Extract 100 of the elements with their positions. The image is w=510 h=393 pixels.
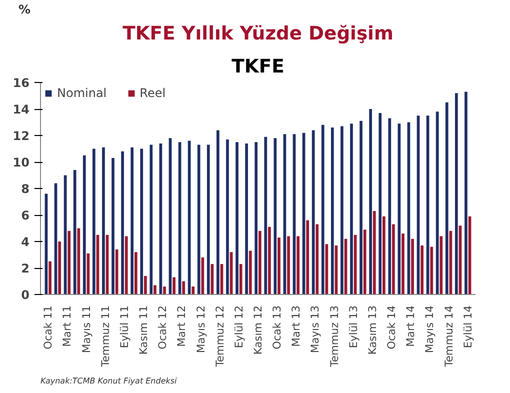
y-tick-label: 0 [21, 288, 30, 302]
bar [411, 238, 414, 294]
x-tick-label: Temmuz 11 [98, 305, 112, 368]
x-tick-label: Mayıs 14 [423, 305, 436, 353]
bar [369, 109, 372, 294]
bar [464, 92, 468, 294]
bar [226, 139, 229, 294]
x-tick-label: Mart 13 [290, 305, 303, 347]
bar [216, 130, 220, 294]
bar [172, 277, 176, 294]
x-tick-label: Mart 14 [404, 305, 418, 347]
legend-label: Nominal [57, 86, 107, 100]
bar [445, 102, 448, 294]
bar [124, 236, 128, 294]
bar [296, 236, 300, 294]
x-tick-label: Temmuz 12 [213, 305, 226, 368]
legend-label: Reel [140, 86, 166, 100]
bar [73, 170, 76, 294]
bar [454, 93, 458, 294]
x-tick-label: Eylül 14 [461, 305, 474, 348]
bar [306, 220, 310, 294]
bar [144, 276, 147, 294]
bar [140, 148, 144, 294]
bar [330, 128, 334, 294]
bar [68, 230, 71, 294]
bar [436, 112, 439, 294]
bar [121, 151, 124, 294]
bar [440, 236, 443, 294]
bar [112, 158, 114, 294]
bar [254, 142, 258, 294]
bar [201, 257, 204, 294]
y-tick-label: 8 [21, 182, 30, 196]
bar [392, 224, 395, 294]
bar [264, 136, 268, 294]
text: Kaynak:TCMB Konut Fiyat Endeksi [40, 376, 178, 386]
x-tick-label: Eylül 11 [118, 305, 131, 348]
bar [102, 147, 105, 294]
bar [239, 264, 242, 294]
chart-subtitle: TKFE [232, 56, 284, 78]
y-axis-title: % [18, 2, 31, 16]
bar [268, 226, 271, 294]
y-tick-label: 14 [12, 102, 30, 116]
x-tick-label: Ocak 12 [156, 305, 170, 350]
bar [58, 242, 62, 294]
x-tick-label: Mart 12 [175, 305, 188, 347]
x-tick-label: Mayıs 13 [308, 305, 322, 353]
x-tick-label: Kasım 13 [366, 306, 379, 355]
bar [372, 211, 376, 294]
bar [48, 261, 52, 294]
bar [402, 234, 404, 294]
bar [378, 112, 382, 294]
x-tick-label: Kasım 12 [252, 306, 264, 355]
bar [382, 216, 386, 294]
x-tick-label: Eylül 12 [232, 305, 246, 348]
y-tick-label: 12 [12, 129, 30, 143]
x-tick-label: Ocak 11 [42, 305, 55, 350]
bar [192, 286, 195, 294]
bar [278, 238, 280, 294]
bar [316, 224, 319, 294]
bar [182, 281, 186, 294]
bar [245, 143, 248, 294]
bar [150, 144, 153, 294]
bar [363, 230, 366, 294]
x-tick-label: Eylül 13 [346, 305, 360, 348]
bar [287, 236, 290, 294]
bar [340, 126, 344, 294]
bar [77, 228, 80, 294]
bar [154, 285, 156, 294]
bar [134, 252, 138, 294]
chart-title: TKFE Yıllık Yüzde Değişim [122, 24, 394, 44]
y-tick-label: 10 [12, 156, 30, 170]
x-tick-label: Mayıs 11 [80, 305, 93, 353]
x-tick-label: Mayıs 12 [194, 305, 208, 353]
x-tick-label: Kasım 11 [137, 306, 150, 355]
x-tick-label: Temmuz 13 [328, 305, 341, 368]
bar [92, 148, 96, 294]
bar [312, 130, 315, 294]
y-tick-label: 2 [21, 262, 30, 276]
bar [321, 124, 324, 294]
x-tick-label: Ocak 14 [385, 305, 398, 350]
y-tick-label: 16 [12, 76, 30, 90]
bar [82, 155, 86, 294]
bar [130, 147, 134, 294]
bar [163, 286, 166, 294]
bar [360, 120, 362, 294]
bar [197, 144, 200, 294]
bar [388, 118, 392, 294]
x-tick-label: Ocak 13 [270, 305, 284, 350]
bar [430, 246, 434, 294]
bar [206, 144, 210, 294]
x-tick-label: Mart 11 [60, 305, 74, 347]
y-tick-label: 4 [21, 235, 30, 249]
bar [236, 142, 238, 294]
bar [248, 250, 252, 294]
x-tick-label: Temmuz 14 [442, 305, 456, 368]
bar [350, 124, 353, 294]
y-tick-label: 6 [21, 208, 30, 222]
bar [258, 230, 262, 294]
bar [420, 245, 424, 294]
bar [274, 138, 277, 294]
